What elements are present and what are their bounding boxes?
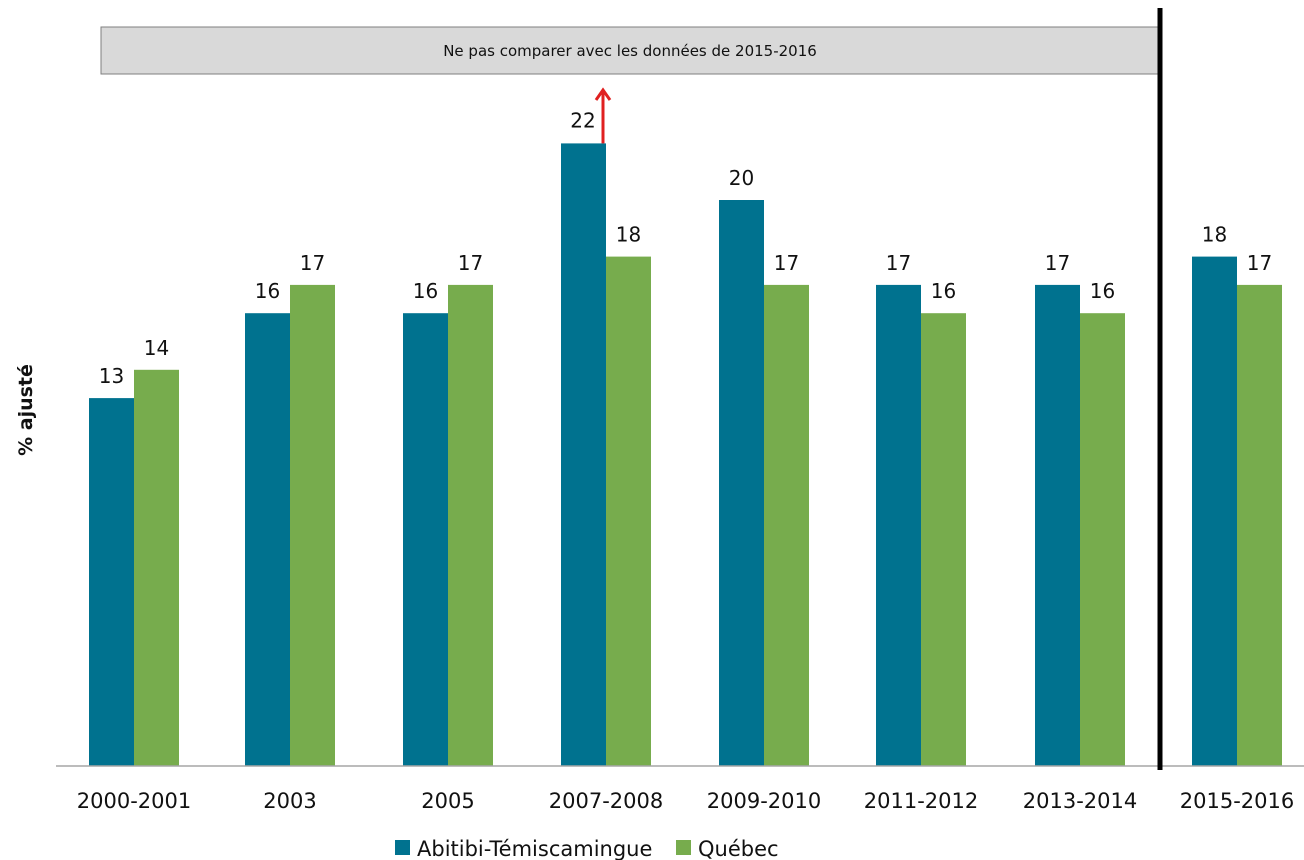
data-label: 18 bbox=[616, 223, 641, 247]
note-text: Ne pas comparer avec les données de 2015… bbox=[443, 42, 817, 60]
data-label: 17 bbox=[300, 251, 325, 275]
bar-abitibi-2011-2012 bbox=[876, 284, 921, 766]
data-label: 22 bbox=[570, 108, 595, 132]
legend-swatch-abitibi bbox=[395, 840, 410, 855]
x-tick-label: 2011-2012 bbox=[864, 789, 978, 813]
x-tick-label: 2009-2010 bbox=[707, 789, 821, 813]
data-label: 16 bbox=[931, 279, 956, 303]
red-arrow-icon bbox=[594, 87, 612, 144]
bar-abitibi-2015-2016 bbox=[1192, 256, 1237, 766]
bar-abitibi-2005 bbox=[403, 313, 448, 766]
x-tick-label: 2007-2008 bbox=[549, 789, 663, 813]
x-tick-label: 2000-2001 bbox=[77, 789, 191, 813]
bar-quebec-2009-2010 bbox=[764, 284, 809, 766]
y-axis-label: % ajusté bbox=[15, 364, 37, 456]
data-label: 16 bbox=[413, 279, 438, 303]
plot-area: 13 14 2000-2001 16 17 2003 16 17 2005 22 18 2007-20… bbox=[77, 87, 1294, 813]
data-label: 16 bbox=[255, 279, 280, 303]
bar-quebec-2015-2016 bbox=[1237, 284, 1282, 766]
legend: Abitibi-Témiscamingue Québec bbox=[395, 837, 779, 860]
bar-abitibi-2000-2001 bbox=[89, 398, 134, 766]
bar-quebec-2007-2008 bbox=[606, 256, 651, 766]
bar-quebec-2005 bbox=[448, 284, 493, 766]
data-label: 17 bbox=[886, 251, 911, 275]
bar-abitibi-2007-2008 bbox=[561, 143, 606, 766]
data-label: 17 bbox=[774, 251, 799, 275]
x-tick-label: 2005 bbox=[421, 789, 474, 813]
data-label: 17 bbox=[458, 251, 483, 275]
data-label: 13 bbox=[99, 364, 124, 388]
bar-quebec-2000-2001 bbox=[134, 369, 179, 766]
bar-abitibi-2009-2010 bbox=[719, 200, 764, 766]
x-tick-label: 2013-2014 bbox=[1023, 789, 1137, 813]
bar-quebec-2013-2014 bbox=[1080, 313, 1125, 766]
note-box bbox=[100, 26, 1159, 75]
legend-label-quebec: Québec bbox=[698, 837, 779, 860]
data-label: 16 bbox=[1090, 279, 1115, 303]
data-label: 17 bbox=[1247, 251, 1272, 275]
bar-abitibi-2003 bbox=[245, 313, 290, 766]
x-tick-label: 2015-2016 bbox=[1180, 789, 1294, 813]
bar-quebec-2011-2012 bbox=[921, 313, 966, 766]
legend-swatch-quebec bbox=[676, 840, 691, 855]
data-label: 14 bbox=[144, 336, 169, 360]
data-label: 20 bbox=[729, 166, 754, 190]
data-label: 18 bbox=[1202, 223, 1227, 247]
bar-abitibi-2013-2014 bbox=[1035, 284, 1080, 766]
legend-label-abitibi: Abitibi-Témiscamingue bbox=[417, 837, 652, 860]
data-label: 17 bbox=[1045, 251, 1070, 275]
bar-quebec-2003 bbox=[290, 284, 335, 766]
x-tick-label: 2003 bbox=[263, 789, 316, 813]
